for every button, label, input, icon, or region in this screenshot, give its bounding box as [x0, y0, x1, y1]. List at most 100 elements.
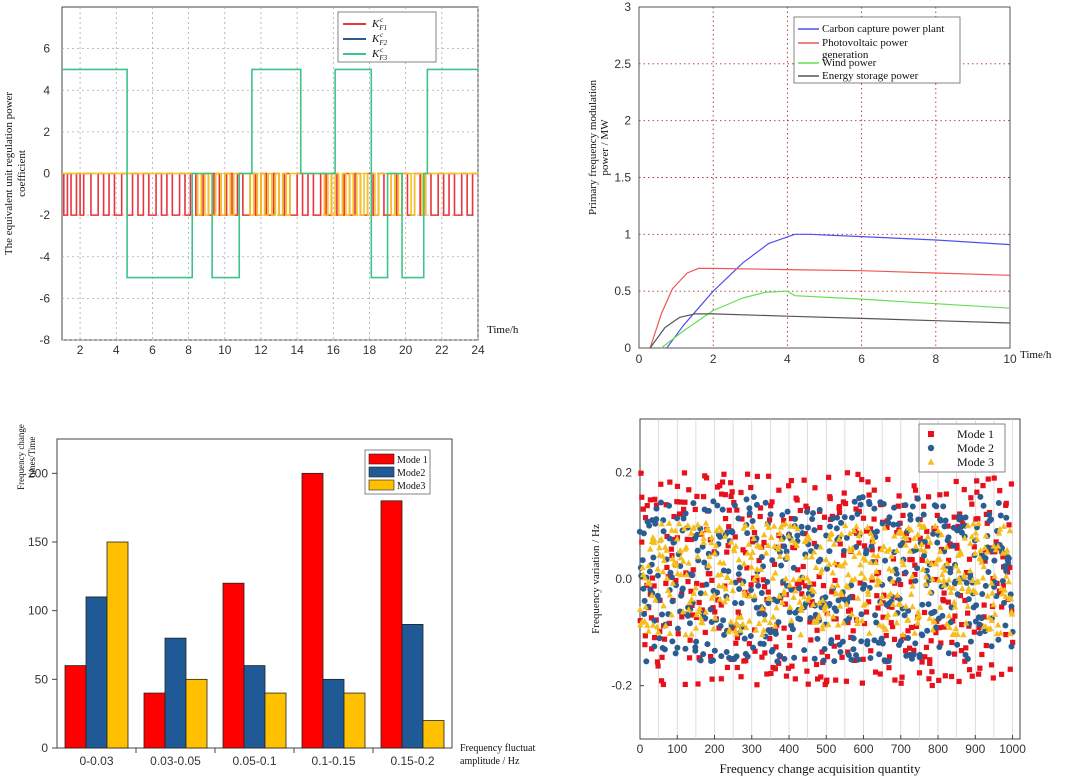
point-mode-3 [938, 531, 945, 538]
point-mode-1 [688, 536, 694, 543]
point-mode-1 [731, 499, 737, 506]
point-mode-3 [943, 560, 951, 567]
point-mode-3 [834, 581, 841, 588]
point-mode-2 [674, 515, 681, 522]
point-mode-3 [984, 592, 991, 599]
point-mode-2 [824, 565, 831, 572]
point-mode-1 [850, 628, 856, 634]
point-mode-3 [999, 590, 1006, 597]
point-mode-2 [680, 515, 687, 522]
point-mode-1 [692, 506, 698, 513]
y-tick-label: 100 [28, 604, 48, 618]
point-mode-3 [975, 520, 982, 527]
point-mode-3 [922, 580, 930, 587]
point-mode-3 [845, 571, 852, 578]
point-mode-2 [826, 523, 833, 530]
point-mode-1 [961, 487, 967, 493]
point-mode-1 [916, 670, 923, 676]
point-mode-3 [680, 557, 687, 564]
point-mode-1 [766, 473, 772, 479]
point-mode-2 [786, 609, 793, 616]
point-mode-1 [751, 529, 758, 536]
point-mode-2 [853, 544, 860, 551]
point-mode-1 [795, 567, 801, 573]
point-mode-3 [742, 624, 750, 631]
point-mode-3 [798, 603, 806, 610]
point-mode-2 [864, 638, 871, 645]
point-mode-1 [738, 674, 744, 680]
bar [301, 472, 324, 749]
point-mode-3 [966, 567, 974, 574]
point-mode-2 [668, 574, 675, 581]
point-mode-1 [886, 665, 892, 671]
point-mode-2 [669, 598, 676, 605]
point-mode-1 [668, 546, 674, 552]
point-mode-2 [653, 516, 660, 523]
point-mode-2 [848, 656, 855, 663]
point-mode-1 [731, 625, 737, 631]
point-mode-3 [688, 630, 695, 637]
legend-label: Photovoltaic power generation [822, 37, 908, 61]
point-mode-3 [751, 592, 758, 599]
point-mode-1 [960, 521, 966, 527]
point-mode-3 [1000, 522, 1007, 529]
point-mode-2 [658, 611, 665, 618]
point-mode-3 [746, 592, 753, 599]
point-mode-2 [741, 635, 748, 642]
point-mode-3 [929, 626, 937, 633]
point-mode-1 [936, 625, 942, 631]
point-mode-2 [982, 582, 989, 589]
point-mode-1 [899, 674, 905, 680]
point-mode-3 [851, 575, 859, 582]
series-line-4 [649, 313, 1011, 349]
point-mode-2 [930, 530, 937, 537]
point-mode-1 [888, 620, 894, 626]
point-mode-1 [981, 602, 987, 608]
point-mode-3 [872, 559, 880, 566]
point-mode-1 [837, 541, 843, 547]
point-mode-2 [641, 597, 648, 604]
point-mode-1 [678, 511, 684, 517]
point-mode-2 [853, 652, 860, 659]
point-mode-1 [736, 613, 742, 619]
point-mode-1 [653, 502, 660, 508]
point-mode-2 [1005, 559, 1012, 566]
point-mode-3 [916, 520, 923, 527]
point-mode-1 [896, 493, 902, 499]
point-mode-1 [945, 523, 951, 529]
point-mode-2 [880, 500, 887, 507]
point-mode-3 [819, 625, 826, 632]
point-mode-3 [886, 565, 893, 572]
point-mode-2 [920, 511, 927, 518]
point-mode-1 [688, 588, 694, 594]
point-mode-2 [934, 539, 941, 546]
point-mode-3 [663, 546, 670, 553]
point-mode-3 [810, 587, 818, 594]
point-mode-3 [699, 619, 706, 626]
point-mode-1 [771, 561, 778, 567]
point-mode-3 [945, 576, 953, 583]
bar [85, 596, 108, 749]
point-mode-1 [831, 643, 837, 649]
point-mode-3 [810, 548, 818, 555]
point-mode-1 [971, 629, 977, 635]
point-mode-2 [868, 543, 875, 550]
point-mode-1 [694, 493, 700, 499]
point-mode-1 [966, 556, 973, 562]
point-mode-3 [712, 614, 719, 621]
point-mode-1 [781, 625, 787, 631]
point-mode-1 [734, 507, 740, 513]
x-tick-label: 100 [667, 742, 687, 756]
point-mode-3 [642, 603, 649, 610]
point-mode-1 [1007, 666, 1013, 672]
point-mode-1 [919, 557, 925, 563]
point-mode-1 [974, 478, 980, 484]
point-mode-2 [753, 604, 760, 611]
point-mode-3 [973, 535, 981, 542]
point-mode-3 [924, 557, 931, 564]
point-mode-1 [693, 614, 700, 621]
legend-swatch [368, 466, 395, 478]
point-mode-3 [702, 589, 709, 596]
point-mode-3 [761, 616, 769, 623]
series-line-3 [660, 290, 1011, 349]
